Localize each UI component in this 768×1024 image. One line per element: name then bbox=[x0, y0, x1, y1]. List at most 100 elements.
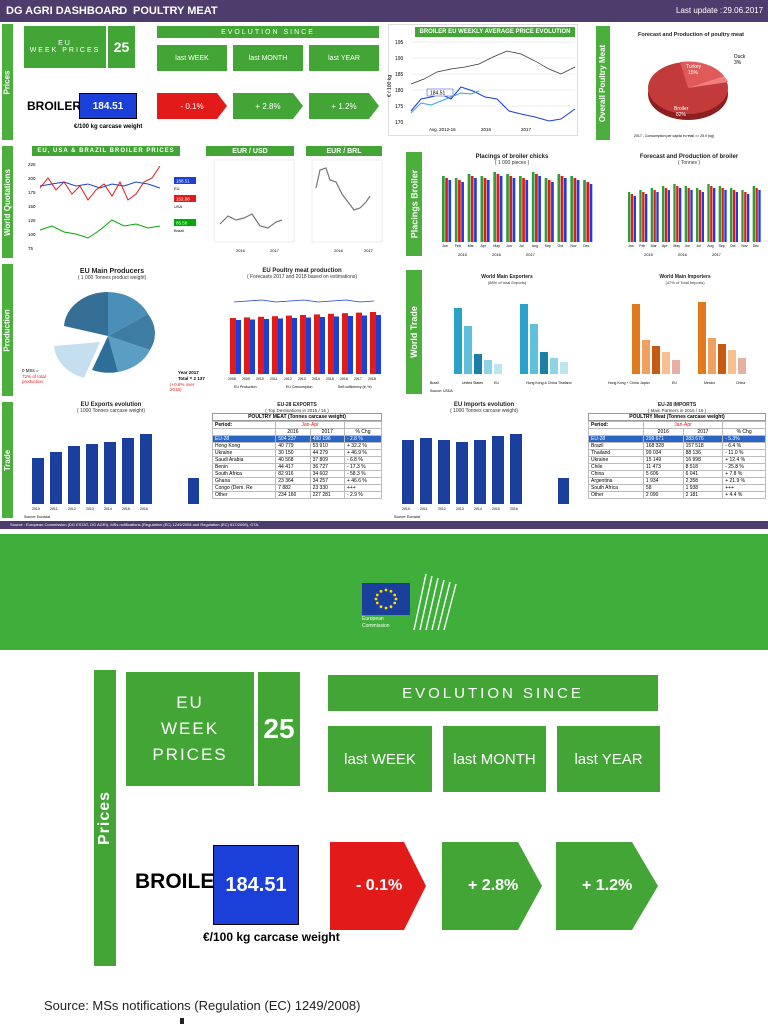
production-bar bbox=[328, 313, 334, 374]
bar bbox=[667, 190, 670, 242]
bar bbox=[589, 184, 593, 242]
header-bar: DG AGRI DASHBOARD : POULTRY MEAT Last up… bbox=[0, 0, 768, 22]
year-label: 2013 bbox=[86, 507, 94, 511]
exports-table-panel: EU-28 EXPORTS ( Top Destinations in 2015… bbox=[211, 402, 383, 518]
bar bbox=[698, 190, 702, 242]
eu-exports-subtitle: ( 1000 Tonnes carcase weight) bbox=[76, 408, 145, 414]
slice-value-turkey: 15% bbox=[688, 70, 699, 76]
eu-week-prices-box-large: EU WEEK PRICES bbox=[126, 672, 254, 786]
ytick: 190 bbox=[395, 56, 404, 62]
eu-poultry-subtitle: ( Forecasts 2017 and 2018 based on estim… bbox=[246, 274, 358, 280]
production-bar bbox=[230, 318, 236, 374]
table-row: South Africa 58 1 938 +++ bbox=[588, 484, 766, 492]
evolution-bar bbox=[474, 440, 486, 504]
tick-label: Nov bbox=[741, 244, 747, 248]
bar bbox=[687, 188, 690, 242]
change-arrows-small bbox=[157, 93, 379, 119]
world-quotations-side-label: World Quotations bbox=[2, 146, 13, 258]
wq-tag-eu: 188.51 bbox=[176, 179, 190, 184]
year-label: 2012 bbox=[438, 507, 446, 511]
eu-exports-title: EU Exports evolution bbox=[80, 402, 142, 408]
broiler-label-large: BROILER bbox=[135, 870, 230, 893]
legend-entry: Hong Kong & China bbox=[526, 381, 557, 385]
importers-panel: World Main Importers (47% of Total Impor… bbox=[602, 274, 768, 396]
importer-bar-2017 bbox=[728, 350, 736, 374]
bar bbox=[576, 180, 580, 242]
bar bbox=[544, 178, 548, 242]
wq-ytick: 100 bbox=[28, 232, 36, 237]
bar bbox=[721, 188, 724, 242]
forecast-broiler-subtitle: ( Tonnes ) bbox=[677, 160, 701, 166]
producers-panel: EU Main Producers ( 1 000 Tonnes product… bbox=[18, 264, 206, 398]
exports-table-subtitle: ( Top Destinations in 2015 / 16 ) bbox=[265, 408, 329, 413]
broiler-price-box-large: 184.51 bbox=[213, 845, 299, 925]
placings-chart: Jan Feb Mar Apr May Jun Jul Aug Sep Oct Nov Dec 2015… bbox=[442, 172, 593, 257]
bar bbox=[713, 188, 716, 242]
year-label: 2014 bbox=[312, 377, 320, 381]
forecast-broiler-chart: Jan Feb Mar Apr May Jun Jul Aug Sep Oct Nov Dec 2015… bbox=[628, 184, 761, 257]
change-year: + 1.2% bbox=[331, 101, 357, 111]
bar bbox=[454, 178, 458, 242]
bar bbox=[547, 180, 551, 242]
legend-entry: United States bbox=[462, 381, 483, 385]
imports-table-caption: POULTRY Meat (Tonnes carcase weight) bbox=[588, 413, 766, 421]
change-year-shape bbox=[309, 93, 379, 119]
title-separator: : bbox=[118, 5, 122, 17]
overall-footnote: 2017 - Consumption per capita in retail … bbox=[634, 134, 714, 138]
exporter-bar-2017 bbox=[550, 358, 558, 374]
tick-label: Nov bbox=[570, 244, 576, 248]
year-label: 2014 bbox=[474, 507, 482, 511]
exporter-bar-2016 bbox=[454, 308, 462, 374]
source-label: Source: Eurostat bbox=[394, 515, 420, 519]
evolution-bar-ytd bbox=[188, 478, 199, 504]
forecast-broiler-panel: Forecast and Production of broiler ( Ton… bbox=[610, 152, 768, 258]
year-label: 2010 bbox=[32, 507, 40, 511]
legend-2017: 2017 bbox=[521, 127, 532, 132]
pie-slice-duck bbox=[688, 76, 728, 88]
tick-label: Feb bbox=[639, 244, 645, 248]
period-week-large: last WEEK bbox=[328, 726, 432, 792]
year-label: 2015 bbox=[326, 377, 334, 381]
eu-stars-icon bbox=[374, 588, 398, 610]
bar bbox=[560, 176, 564, 242]
evolution-bar bbox=[122, 438, 134, 504]
price-unit: €/100 kg carcase weight bbox=[74, 124, 143, 130]
bar bbox=[633, 196, 636, 242]
bar bbox=[525, 180, 529, 242]
production-bar bbox=[314, 314, 320, 374]
tick-label: Mar bbox=[468, 244, 475, 248]
period-month: last MONTH bbox=[233, 45, 303, 71]
year-label: 2016 bbox=[510, 507, 518, 511]
period-month-large: last MONTH bbox=[443, 726, 546, 792]
world-trade-side-label: World Trade bbox=[406, 270, 422, 394]
eur-brl-chart: 2016 2017 bbox=[311, 159, 383, 253]
eu-exports-chart: 2010 2011 2012 2013 2014 2015 2016 Source: Euro… bbox=[24, 434, 199, 519]
year-label: 2012 bbox=[68, 507, 76, 511]
bar bbox=[696, 188, 699, 242]
year-label: 2018 bbox=[368, 377, 376, 381]
update-label: Last update : bbox=[676, 6, 723, 15]
evolution-bar bbox=[86, 444, 98, 504]
producers-change: (+0.6% over 2016) bbox=[170, 382, 195, 392]
bar bbox=[551, 182, 554, 242]
legend-entry: China bbox=[736, 381, 745, 385]
legend-entry: Hong Kong + China bbox=[608, 381, 639, 385]
tick-label: Oct bbox=[558, 244, 563, 248]
broiler-weekly-title: BROILER EU WEEKLY AVERAGE PRICE EVOLUTIO… bbox=[415, 27, 575, 37]
importer-bar-2017 bbox=[738, 358, 746, 374]
logo-text-2: Commission bbox=[362, 623, 390, 629]
evolution-bar bbox=[438, 440, 450, 504]
evolution-bar bbox=[104, 442, 116, 504]
eu-commission-logo: European Commission bbox=[362, 583, 410, 631]
bar bbox=[718, 186, 721, 242]
year-label: 2013 bbox=[456, 507, 464, 511]
legend-entry: Self-sufficiency (in %) bbox=[338, 385, 372, 389]
legend-entry: Mexico bbox=[704, 381, 715, 385]
week-prices-label: WEEK PRICES bbox=[29, 47, 101, 54]
slice-label-duck: Duck bbox=[734, 54, 746, 60]
slice-value-duck: 3% bbox=[734, 60, 742, 66]
bar bbox=[676, 186, 679, 242]
bar bbox=[707, 184, 710, 242]
consumption-bar bbox=[334, 316, 339, 374]
bar bbox=[496, 174, 500, 242]
